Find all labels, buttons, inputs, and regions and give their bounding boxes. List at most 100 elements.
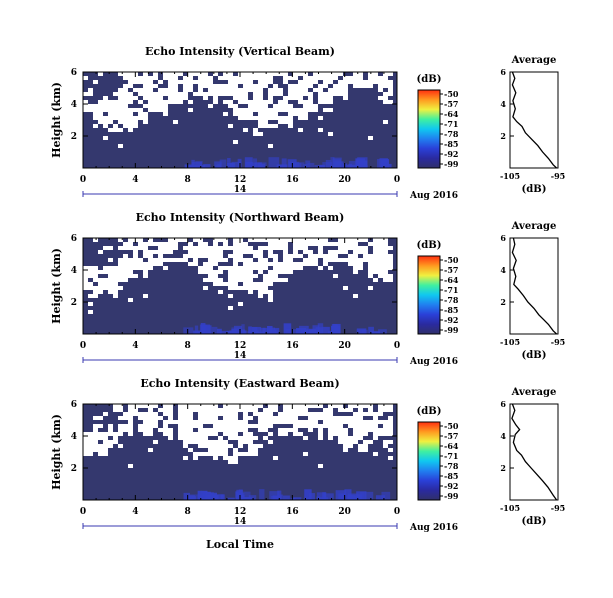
x-tick-label: 4: [132, 507, 138, 517]
month-label: Aug 2016: [409, 191, 458, 201]
missing-cell: [338, 72, 343, 76]
missing-cell: [83, 108, 88, 112]
missing-cell: [313, 258, 318, 262]
missing-cell: [248, 424, 253, 428]
missing-cell: [253, 436, 258, 440]
missing-cell: [183, 88, 188, 92]
missing-cell: [228, 416, 233, 420]
missing-cell: [378, 76, 383, 80]
missing-cell: [208, 270, 213, 274]
missing-cell: [158, 80, 163, 84]
missing-cell: [348, 416, 353, 420]
missing-cell: [123, 258, 128, 262]
missing-cell: [218, 408, 223, 412]
missing-cell: [368, 266, 373, 270]
missing-cell: [103, 108, 108, 112]
missing-cell: [93, 274, 98, 278]
missing-cell: [248, 80, 253, 84]
missing-cell: [133, 274, 138, 278]
missing-cell: [368, 80, 373, 84]
missing-cell: [303, 250, 308, 254]
missing-cell: [163, 432, 168, 436]
missing-cell: [358, 246, 363, 250]
missing-cell: [388, 428, 393, 432]
missing-cell: [263, 266, 268, 270]
missing-cell: [203, 452, 208, 456]
missing-cell: [178, 416, 183, 420]
missing-cell: [233, 436, 238, 440]
missing-cell: [188, 88, 193, 92]
missing-cell: [243, 274, 248, 278]
missing-cell: [103, 282, 108, 286]
missing-cell: [288, 258, 293, 262]
missing-cell: [193, 432, 198, 436]
missing-cell: [213, 452, 218, 456]
missing-cell: [243, 266, 248, 270]
colorbar-tick-label: -99: [444, 159, 459, 169]
missing-cell: [213, 282, 218, 286]
missing-cell: [228, 72, 233, 76]
missing-cell: [233, 452, 238, 456]
missing-cell: [328, 404, 333, 408]
missing-cell: [263, 120, 268, 124]
date-label: 14: [234, 351, 247, 361]
missing-cell: [353, 76, 358, 80]
missing-cell: [388, 416, 393, 420]
missing-cell: [328, 432, 333, 436]
missing-cell: [168, 432, 173, 436]
missing-cell: [303, 88, 308, 92]
missing-cell: [123, 84, 128, 88]
missing-cell: [168, 76, 173, 80]
missing-cell: [218, 440, 223, 444]
missing-cell: [348, 246, 353, 250]
missing-cell: [288, 104, 293, 108]
missing-cell: [253, 274, 258, 278]
missing-cell: [243, 262, 248, 266]
missing-cell: [178, 96, 183, 100]
missing-cell: [308, 104, 313, 108]
missing-cell: [163, 428, 168, 432]
missing-cell: [243, 100, 248, 104]
y-tick-label: 2: [71, 132, 77, 142]
missing-cell: [158, 428, 163, 432]
missing-cell: [228, 282, 233, 286]
missing-cell: [163, 266, 168, 270]
missing-cell: [118, 108, 123, 112]
missing-cell: [98, 290, 103, 294]
missing-cell: [338, 242, 343, 246]
profile-y-tick-label: 4: [500, 265, 506, 275]
missing-cell: [343, 440, 348, 444]
missing-cell: [198, 242, 203, 246]
missing-cell: [123, 242, 128, 246]
missing-cell: [118, 104, 123, 108]
missing-cell: [208, 104, 213, 108]
missing-cell: [133, 80, 138, 84]
missing-cell: [303, 84, 308, 88]
missing-cell: [348, 408, 353, 412]
missing-cell: [228, 266, 233, 270]
missing-cell: [148, 404, 153, 408]
missing-cell: [343, 286, 348, 290]
missing-cell: [208, 416, 213, 420]
missing-cell: [133, 412, 138, 416]
echo-cell: [318, 497, 329, 500]
missing-cell: [198, 452, 203, 456]
missing-cell: [233, 92, 238, 96]
missing-cell: [288, 112, 293, 116]
missing-cell: [133, 262, 138, 266]
missing-cell: [248, 416, 253, 420]
missing-cell: [268, 424, 273, 428]
missing-cell: [128, 242, 133, 246]
missing-cell: [148, 428, 153, 432]
missing-cell: [243, 452, 248, 456]
missing-cell: [378, 80, 383, 84]
missing-cell: [138, 246, 143, 250]
missing-cell: [328, 428, 333, 432]
missing-cell: [258, 72, 263, 76]
missing-cell: [253, 266, 258, 270]
missing-cell: [168, 96, 173, 100]
echo-cell: [332, 157, 342, 168]
missing-cell: [238, 286, 243, 290]
missing-cell: [173, 246, 178, 250]
missing-cell: [258, 266, 263, 270]
